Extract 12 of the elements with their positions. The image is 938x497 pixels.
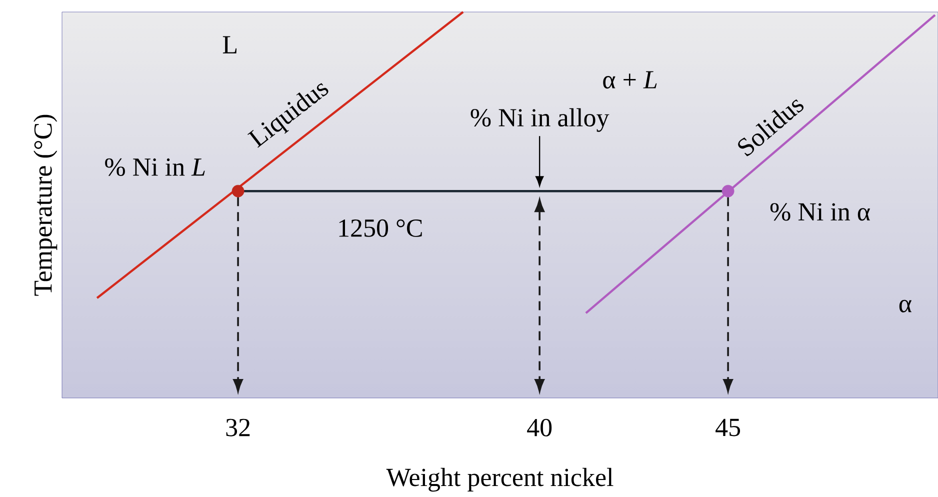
annotation: α + L (603, 71, 657, 89)
x-axis-title: Weight percent nickel (386, 468, 614, 492)
y-axis-title: Temperature (°C) (34, 114, 58, 296)
x-tick-label: 40 (527, 418, 552, 436)
annotation: 1250 °C (339, 219, 422, 237)
annotation: % Ni in alloy (470, 108, 610, 132)
x-tick-label: 32 (226, 418, 250, 436)
annotation: % Ni in α (770, 203, 870, 221)
annotation: % Ni in L (105, 158, 205, 176)
x-tick-label: 45 (716, 418, 740, 436)
annotation: α (899, 300, 912, 312)
annotation: L (222, 36, 236, 54)
